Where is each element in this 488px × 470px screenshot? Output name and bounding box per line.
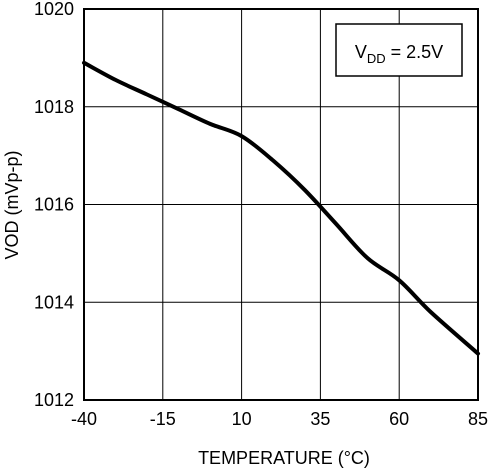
plot-frame — [83, 8, 479, 401]
x-tick-label: -40 — [71, 409, 97, 429]
annotation-text: VDD = 2.5V — [355, 42, 443, 66]
annotation-subscript: DD — [367, 51, 386, 66]
y-tick-label: 1020 — [34, 0, 74, 19]
annotation-base: V — [355, 42, 367, 62]
annotation-box — [335, 23, 463, 77]
y-tick-label: 1012 — [34, 390, 74, 410]
y-tick-label: 1018 — [34, 97, 74, 117]
y-tick-labels: 1012 1014 1016 1018 1020 — [34, 0, 74, 410]
y-axis-label: VOD (mVp-p) — [2, 150, 22, 259]
x-tick-label: 60 — [389, 409, 409, 429]
x-tick-label: 85 — [468, 409, 488, 429]
annotation-rest: = 2.5V — [386, 42, 444, 62]
x-tick-label: -15 — [150, 409, 176, 429]
series-line-vdd-2-5v — [82, 60, 480, 356]
x-tick-labels: -40 -15 10 35 60 85 — [71, 409, 488, 429]
x-axis-label: TEMPERATURE (°C) — [198, 448, 370, 468]
x-tick-label: 10 — [232, 409, 252, 429]
y-tick-label: 1014 — [34, 292, 74, 312]
x-tick-label: 35 — [310, 409, 330, 429]
y-tick-label: 1016 — [34, 195, 74, 215]
